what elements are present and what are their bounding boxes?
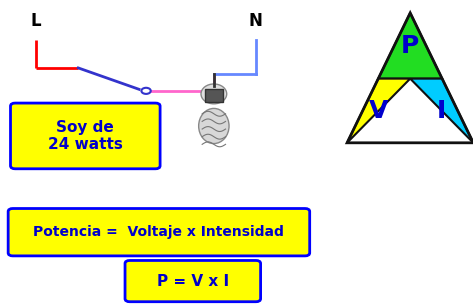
Text: L: L [31,12,42,29]
Text: Soy de
24 watts: Soy de 24 watts [48,120,123,152]
FancyBboxPatch shape [204,89,223,102]
Text: Potencia =  Voltaje x Intensidad: Potencia = Voltaje x Intensidad [34,225,284,239]
FancyBboxPatch shape [10,103,160,169]
Text: P = V x I: P = V x I [157,274,229,289]
FancyBboxPatch shape [125,260,261,302]
FancyBboxPatch shape [8,208,310,256]
Ellipse shape [199,108,229,144]
Text: N: N [249,12,263,29]
Polygon shape [410,79,474,143]
Polygon shape [378,13,442,79]
Ellipse shape [201,84,227,104]
Polygon shape [347,79,410,143]
Text: P: P [401,34,419,58]
Text: V: V [369,99,388,123]
Text: I: I [437,99,447,123]
